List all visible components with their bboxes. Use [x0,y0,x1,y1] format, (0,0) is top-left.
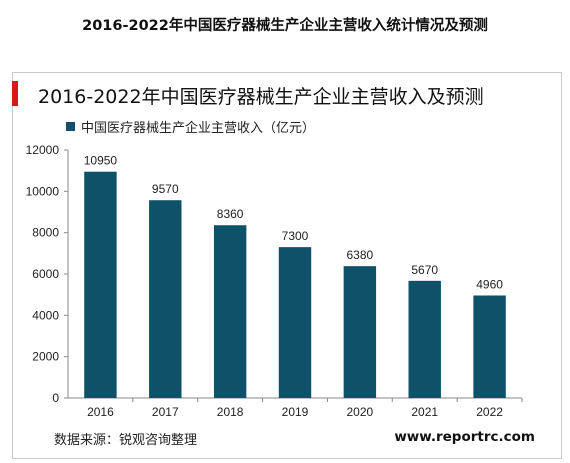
y-tick-label: 4000 [32,308,59,322]
data-label: 10950 [84,154,118,168]
data-label: 9570 [152,182,179,196]
y-tick-label: 2000 [32,350,59,364]
data-label: 6380 [347,248,374,262]
y-tick-label: 10000 [26,184,60,198]
x-tick-label: 2017 [152,405,179,419]
bar [278,247,312,398]
data-label: 4960 [476,277,503,291]
bar [84,171,117,398]
page-title: 2016-2022年中国医疗器械生产企业主营收入统计情况及预测 [82,18,488,34]
y-tick-label: 0 [52,391,59,405]
bar [473,295,506,398]
x-tick-label: 2020 [347,405,374,419]
legend: 中国医疗器械生产企业主营收入（亿元） [66,117,315,136]
site-url: www.reportrc.com [394,429,535,445]
data-label: 7300 [282,229,309,243]
x-tick-label: 2016 [87,405,114,419]
y-tick-label: 8000 [32,226,59,240]
data-label: 8360 [217,207,244,221]
x-tick-label: 2021 [411,405,438,419]
legend-label: 中国医疗器械生产企业主营收入（亿元） [81,121,316,136]
bar [343,266,377,398]
bar [149,200,182,398]
chart-title: 2016-2022年中国医疗器械生产企业主营收入及预测 [38,86,484,108]
x-tick-label: 2018 [217,405,244,419]
data-label: 5670 [411,263,438,277]
bar [408,280,441,398]
y-tick-label: 12000 [26,143,60,157]
y-tick-label: 6000 [32,267,59,281]
source-note: 数据来源：锐观咨询整理 [54,433,198,448]
legend-swatch [66,122,75,131]
bar [213,225,247,398]
title-accent-bar [12,81,18,106]
x-tick-label: 2022 [476,405,503,419]
x-tick-label: 2019 [282,405,309,419]
